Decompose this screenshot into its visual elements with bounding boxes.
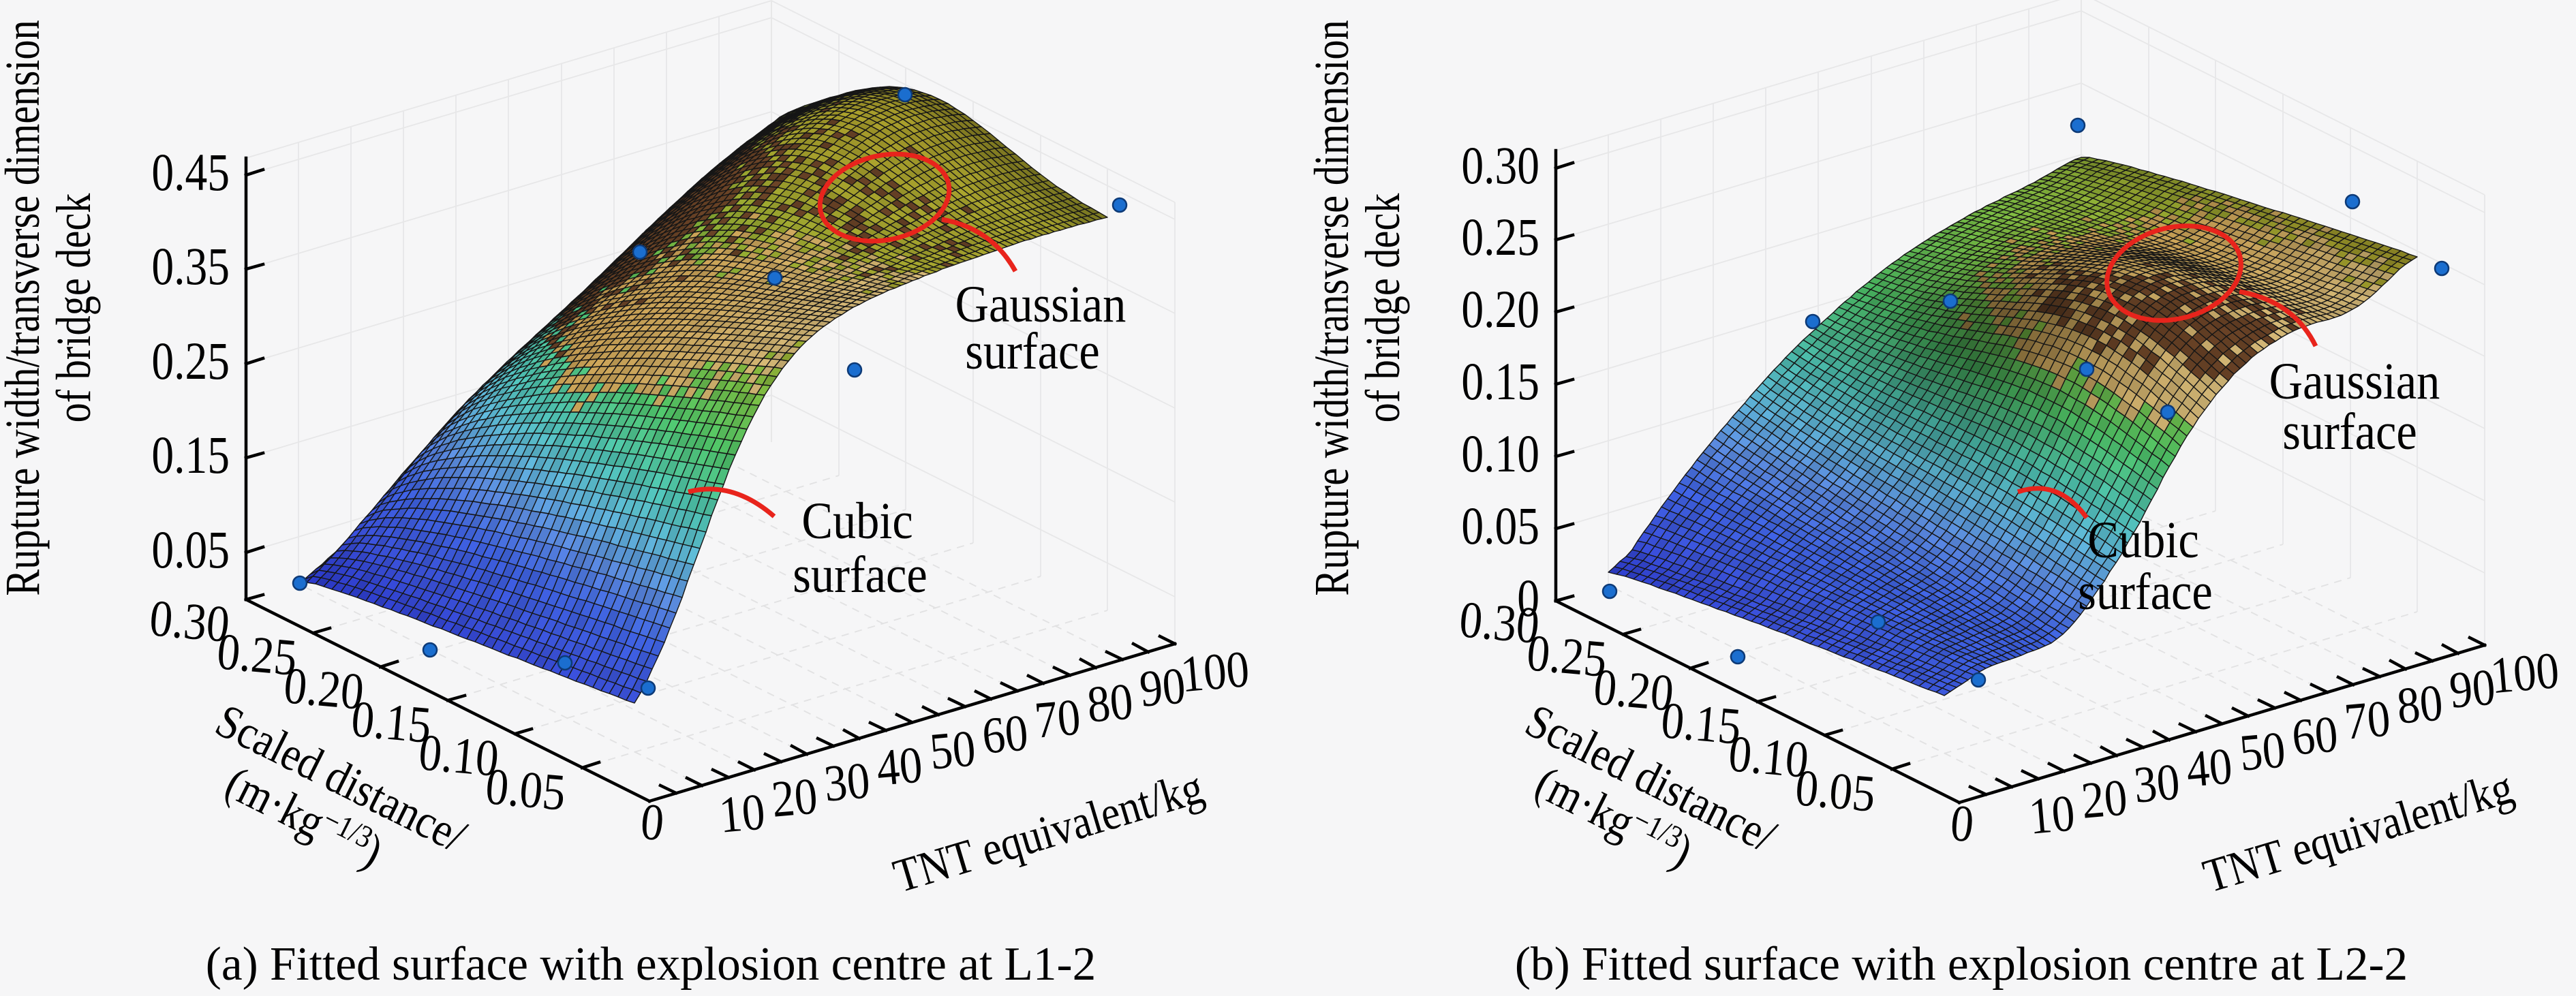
svg-text:0: 0 [1948,794,1976,853]
svg-text:surface: surface [2282,403,2417,461]
svg-text:0: 0 [639,793,666,852]
svg-text:80: 80 [2395,674,2445,734]
svg-text:surface: surface [793,546,927,604]
svg-text:0.10: 0.10 [416,723,501,788]
svg-text:0.05: 0.05 [483,758,568,822]
svg-text:Cubic: Cubic [2087,512,2198,569]
svg-text:0.05: 0.05 [1793,759,1877,823]
svg-text:0: 0 [1517,569,1539,628]
svg-text:0.05: 0.05 [151,520,230,580]
svg-text:30: 30 [822,751,872,812]
svg-text:50: 50 [2237,721,2288,781]
svg-text:100: 100 [1178,640,1251,703]
svg-text:0.25: 0.25 [1524,624,1609,688]
svg-text:0.20: 0.20 [1461,280,1539,339]
svg-text:Gaussian: Gaussian [2269,353,2440,410]
svg-text:0.30: 0.30 [1461,136,1539,196]
svg-text:0.10: 0.10 [1726,725,1811,789]
svg-text:0.30: 0.30 [1457,591,1542,655]
svg-text:90: 90 [1137,657,1188,717]
svg-text:90: 90 [2447,658,2498,719]
svg-text:(a) Fitted surface with explos: (a) Fitted surface with explosion centre… [206,938,1096,991]
svg-text:0.05: 0.05 [1461,497,1539,556]
svg-text:of bridge deck: of bridge deck [47,193,101,422]
svg-text:70: 70 [2342,689,2393,750]
svg-text:of bridge deck: of bridge deck [1356,193,1410,422]
svg-text:Cubic: Cubic [801,493,913,550]
svg-text:20: 20 [2079,768,2130,829]
svg-text:0.15: 0.15 [1659,691,1743,756]
svg-text:10: 10 [717,783,767,843]
svg-text:60: 60 [2290,705,2340,766]
svg-text:Rupture width/transverse dimen: Rupture width/transverse dimension [1305,20,1359,595]
svg-text:10: 10 [2027,784,2077,845]
svg-text:0.25: 0.25 [151,332,230,391]
svg-text:50: 50 [927,719,978,780]
svg-text:80: 80 [1085,672,1135,733]
svg-text:40: 40 [874,736,925,796]
svg-text:0.15: 0.15 [349,690,433,754]
svg-text:70: 70 [1032,688,1083,749]
svg-text:(b) Fitted surface with explos: (b) Fitted surface with explosion centre… [1515,938,2408,991]
svg-text:0.35: 0.35 [151,237,230,296]
svg-text:100: 100 [2488,642,2561,704]
svg-text:0.20: 0.20 [1591,658,1676,722]
svg-text:0.45: 0.45 [151,143,230,202]
svg-text:40: 40 [2184,737,2235,798]
svg-text:0.25: 0.25 [1461,208,1539,267]
svg-text:Gaussian: Gaussian [955,276,1126,333]
svg-text:0.25: 0.25 [215,623,299,687]
svg-text:0.30: 0.30 [147,589,232,653]
svg-text:surface: surface [2078,563,2212,621]
svg-text:0.15: 0.15 [1461,352,1539,411]
svg-text:20: 20 [769,767,820,828]
svg-text:Rupture width/transverse dimen: Rupture width/transverse dimension [0,20,50,595]
svg-text:0.10: 0.10 [1461,424,1539,484]
svg-text:30: 30 [2132,753,2182,813]
svg-text:0.20: 0.20 [281,657,366,721]
svg-text:0.15: 0.15 [151,426,230,485]
svg-text:60: 60 [980,704,1030,764]
svg-text:surface: surface [965,323,1099,380]
